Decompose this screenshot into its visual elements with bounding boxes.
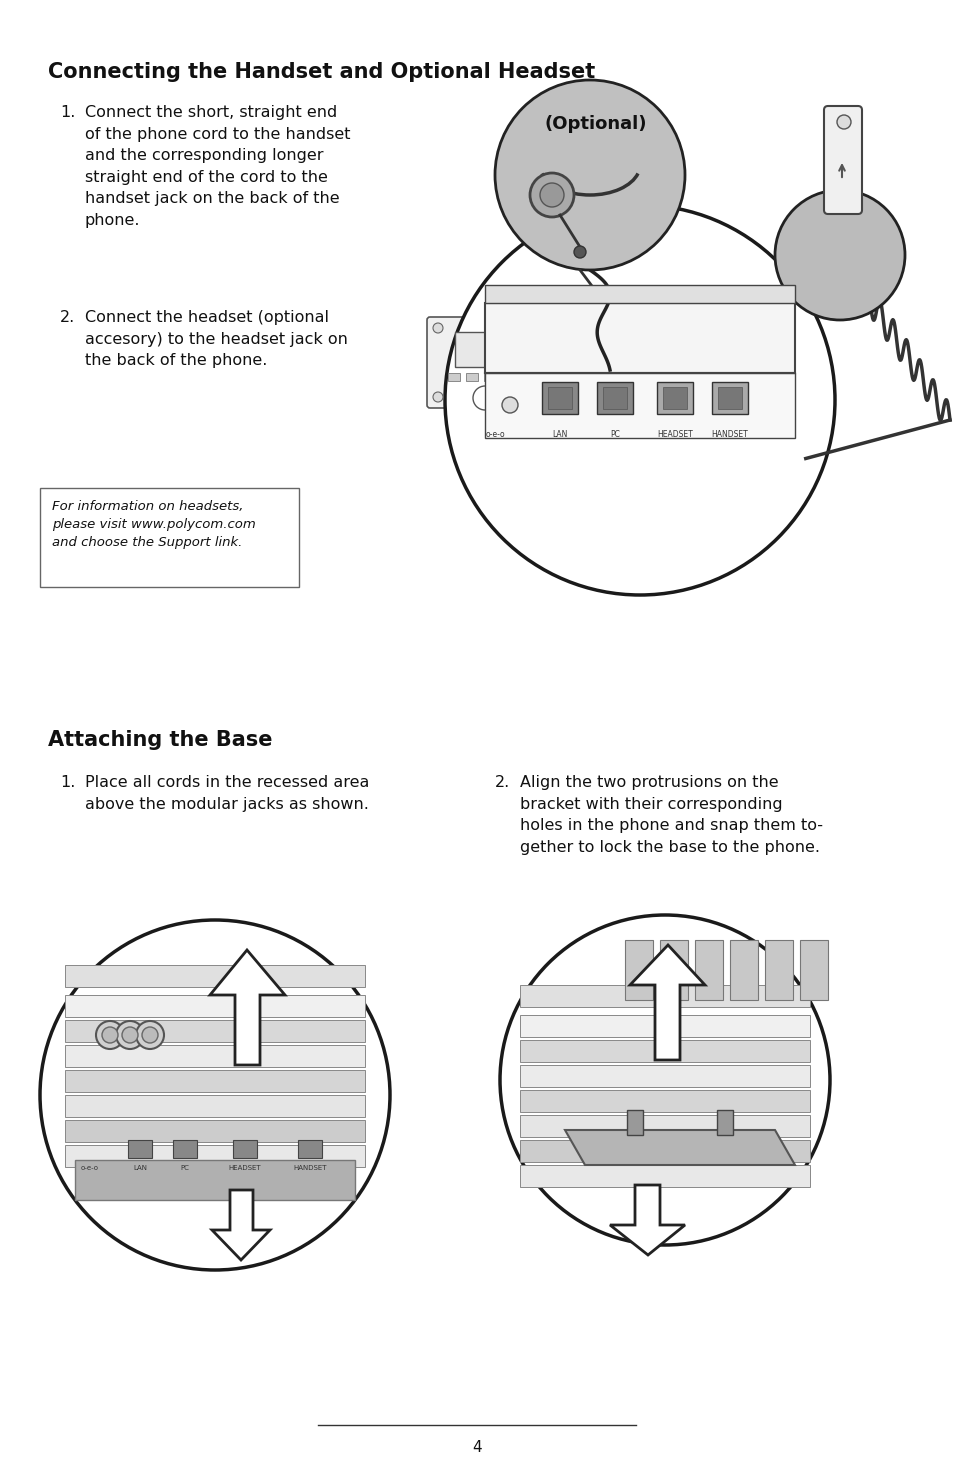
Circle shape	[499, 914, 829, 1245]
Bar	[465, 373, 477, 381]
Bar	[484, 302, 794, 373]
Text: Connect the short, straight end
of the phone cord to the handset
and the corresp: Connect the short, straight end of the p…	[85, 105, 350, 229]
Bar	[519, 1140, 809, 1162]
Text: o-e-o: o-e-o	[81, 1165, 99, 1171]
Polygon shape	[210, 950, 285, 1065]
Circle shape	[530, 173, 574, 217]
Circle shape	[473, 386, 497, 410]
Bar	[65, 1021, 365, 1041]
FancyBboxPatch shape	[823, 106, 862, 214]
Text: 1.: 1.	[60, 774, 75, 791]
Circle shape	[444, 205, 834, 594]
Bar	[65, 996, 365, 1016]
Text: PC: PC	[609, 431, 619, 440]
Bar	[602, 386, 626, 409]
Text: (Optional): (Optional)	[544, 115, 647, 133]
Bar	[800, 940, 827, 1000]
Bar	[172, 1140, 196, 1158]
Bar	[484, 285, 794, 302]
Text: Connect the headset (optional
accesory) to the headset jack on
the back of the p: Connect the headset (optional accesory) …	[85, 310, 348, 369]
Bar	[657, 382, 692, 414]
Circle shape	[142, 1027, 158, 1043]
Polygon shape	[564, 1130, 794, 1165]
Bar	[547, 386, 572, 409]
Text: LAN: LAN	[132, 1165, 147, 1171]
Bar	[764, 940, 792, 1000]
FancyBboxPatch shape	[427, 317, 547, 409]
Circle shape	[836, 115, 850, 128]
Bar	[659, 940, 687, 1000]
Text: 2.: 2.	[495, 774, 510, 791]
Text: Place all cords in the recessed area
above the modular jacks as shown.: Place all cords in the recessed area abo…	[85, 774, 369, 811]
Bar	[729, 940, 758, 1000]
Bar	[519, 1165, 809, 1187]
Circle shape	[532, 392, 541, 403]
Bar	[717, 1111, 732, 1134]
Bar	[541, 382, 578, 414]
Text: 1.: 1.	[60, 105, 75, 119]
Bar	[65, 1145, 365, 1167]
Bar	[501, 373, 514, 381]
Text: 4: 4	[472, 1440, 481, 1454]
Bar	[65, 1094, 365, 1117]
Circle shape	[122, 1027, 138, 1043]
Bar	[233, 1140, 256, 1158]
Bar	[448, 373, 459, 381]
Text: o-e-o: o-e-o	[485, 431, 504, 440]
Bar	[65, 1120, 365, 1142]
Bar	[711, 382, 747, 414]
Bar	[483, 373, 496, 381]
Bar	[695, 940, 722, 1000]
Bar	[519, 985, 809, 1007]
Bar	[519, 1040, 809, 1062]
Circle shape	[433, 392, 442, 403]
Text: 2.: 2.	[60, 310, 75, 324]
Bar	[65, 1069, 365, 1092]
Circle shape	[539, 183, 563, 207]
Polygon shape	[629, 945, 704, 1061]
Circle shape	[532, 323, 541, 333]
Bar	[65, 1044, 365, 1066]
Text: PC: PC	[180, 1165, 190, 1171]
Polygon shape	[212, 1190, 270, 1260]
Text: Connecting the Handset and Optional Headset: Connecting the Handset and Optional Head…	[48, 62, 595, 83]
Circle shape	[40, 920, 390, 1270]
Bar	[75, 1159, 355, 1201]
Bar	[455, 332, 510, 367]
Circle shape	[102, 1027, 118, 1043]
Polygon shape	[609, 1184, 684, 1255]
Bar	[626, 1111, 642, 1134]
Bar	[718, 386, 741, 409]
Bar	[519, 1090, 809, 1112]
Circle shape	[433, 323, 442, 333]
Circle shape	[136, 1021, 164, 1049]
Text: HANDSET: HANDSET	[293, 1165, 327, 1171]
Bar	[128, 1140, 152, 1158]
Bar	[519, 1115, 809, 1137]
Text: For information on headsets,
please visit www.polycom.com
and choose the Support: For information on headsets, please visi…	[52, 500, 255, 549]
Bar	[297, 1140, 322, 1158]
Bar	[484, 373, 794, 438]
Bar	[519, 1065, 809, 1087]
Circle shape	[501, 397, 517, 413]
Text: Align the two protrusions on the
bracket with their corresponding
holes in the p: Align the two protrusions on the bracket…	[519, 774, 822, 855]
Text: HEADSET: HEADSET	[657, 431, 692, 440]
FancyBboxPatch shape	[40, 488, 298, 587]
Bar	[662, 386, 686, 409]
Circle shape	[574, 246, 585, 258]
Circle shape	[116, 1021, 144, 1049]
Circle shape	[96, 1021, 124, 1049]
Bar	[597, 382, 633, 414]
Text: HEADSET: HEADSET	[229, 1165, 261, 1171]
Bar	[624, 940, 652, 1000]
Text: LAN: LAN	[552, 431, 567, 440]
Bar	[65, 965, 365, 987]
Text: HANDSET: HANDSET	[711, 431, 747, 440]
Bar	[519, 1015, 809, 1037]
Circle shape	[774, 190, 904, 320]
Circle shape	[495, 80, 684, 270]
Text: Attaching the Base: Attaching the Base	[48, 730, 273, 749]
